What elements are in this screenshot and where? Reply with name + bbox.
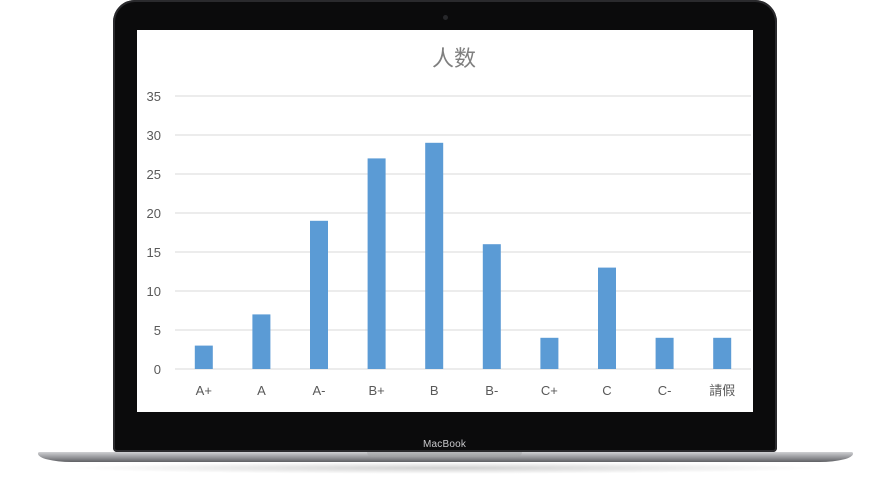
x-tick-label: 請假: [709, 383, 735, 398]
laptop-lid: 人数 0 5 10 15 20 25 30 35 A+ A A- B+ B B- C+ C C- 請假: [113, 0, 777, 452]
camera-icon: [443, 15, 448, 20]
x-tick-label: A: [257, 383, 266, 398]
laptop-base: [38, 452, 853, 462]
bar-6: [540, 337, 559, 369]
x-tick-label: C-: [658, 383, 672, 398]
laptop-hinge-notch: [367, 452, 522, 457]
bar-0: [194, 345, 213, 369]
x-tick-label: C+: [541, 383, 558, 398]
bar-5: [482, 244, 501, 369]
brand-label: MacBook: [422, 439, 467, 450]
laptop-shadow: [60, 462, 830, 474]
gridlines: [175, 95, 751, 370]
bar-8: [655, 337, 674, 369]
y-axis-ticks: 0 5 10 15 20 25 30 35: [147, 89, 161, 377]
bar-4: [425, 142, 444, 369]
bars: [194, 142, 732, 369]
x-tick-label: B: [430, 383, 439, 398]
y-tick-label: 30: [147, 128, 161, 143]
bar-1: [252, 314, 271, 369]
y-tick-label: 20: [147, 206, 161, 221]
y-tick-label: 10: [147, 284, 161, 299]
bar-3: [367, 158, 386, 369]
laptop-screen: 人数 0 5 10 15 20 25 30 35 A+ A A- B+ B B- C+ C C- 請假: [137, 30, 753, 412]
x-tick-label: C: [602, 383, 611, 398]
x-tick-label: A-: [313, 383, 326, 398]
y-tick-label: 15: [147, 245, 161, 260]
chart-title: 人数: [432, 46, 476, 71]
bar-2: [310, 220, 328, 369]
y-tick-label: 35: [147, 89, 161, 104]
x-tick-label: B-: [485, 383, 498, 398]
x-tick-label: A+: [196, 383, 212, 398]
bar-7: [598, 267, 616, 369]
y-tick-label: 5: [154, 323, 161, 338]
bar-chart: 人数 0 5 10 15 20 25 30 35 A+ A A- B+ B B- C+ C C- 請假: [147, 46, 751, 398]
x-tick-label: B+: [368, 383, 384, 398]
x-axis-ticks: A+ A A- B+ B B- C+ C C- 請假: [196, 383, 736, 398]
y-tick-label: 25: [147, 167, 161, 182]
y-tick-label: 0: [154, 362, 161, 377]
bar-9: [713, 337, 732, 369]
